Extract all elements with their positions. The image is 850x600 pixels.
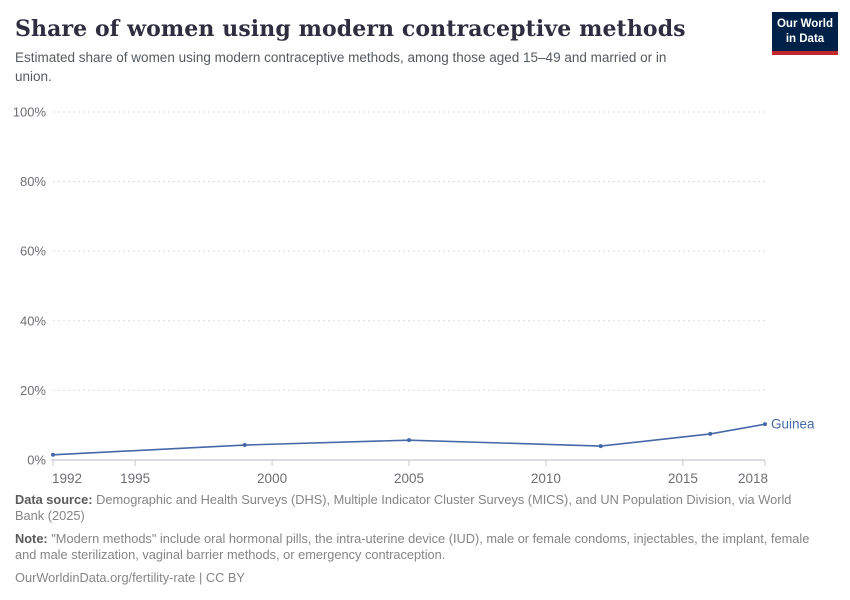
y-tick-label: 0% [27, 453, 46, 468]
x-tick-label: 2010 [531, 471, 561, 486]
chart-subtitle: Estimated share of women using modern co… [15, 50, 667, 85]
series-end-label[interactable]: Guinea [771, 417, 815, 432]
data-point[interactable] [407, 438, 411, 443]
data-point[interactable] [708, 431, 713, 436]
note-line: Note: "Modern methods" include oral horm… [15, 531, 817, 563]
line-chart: 0% 20% 40% 60% 80% 100% 1992 1995 2000 2005 2010 20… [13, 105, 815, 487]
x-tick-label: 2018 [738, 471, 768, 486]
chart-canvas: 0% 20% 40% 60% 80% 100% 1992 1995 2000 2005 2010 20… [0, 94, 850, 490]
y-tick-label: 40% [20, 313, 46, 328]
owid-logo-line1: Our World [776, 18, 833, 30]
owid-logo[interactable]: Our World in Data [772, 12, 838, 55]
chart-header: Share of women using modern contraceptiv… [0, 0, 850, 87]
x-tick-label: 1992 [52, 471, 82, 486]
x-tick-label: 1995 [120, 471, 150, 486]
series-line [52, 423, 766, 456]
data-source-text: Demographic and Health Surveys (DHS), Mu… [15, 492, 792, 524]
y-tick-label: 60% [20, 244, 46, 259]
data-point[interactable] [242, 443, 247, 448]
citation: OurWorldinData.org/fertility-rate | CC B… [15, 570, 245, 586]
data-point[interactable] [51, 452, 55, 457]
y-tick-label: 100% [13, 105, 47, 120]
note-label: Note: [15, 531, 48, 547]
data-point[interactable] [763, 422, 767, 427]
data-source-line: Data source: Demographic and Health Surv… [15, 492, 817, 524]
chart-title: Share of women using modern contraceptiv… [15, 16, 686, 42]
y-tick-label: 20% [20, 383, 46, 398]
x-tick-label: 2015 [668, 471, 698, 486]
data-point[interactable] [598, 444, 603, 449]
data-source-label: Data source: [15, 492, 93, 507]
note-text: "Modern methods" include oral hormonal p… [15, 531, 810, 563]
y-tick-label: 80% [20, 174, 46, 189]
chart-footer: Data source: Demographic and Health Surv… [15, 492, 817, 594]
owid-logo-line2: in Data [785, 32, 825, 45]
x-tick-label: 2000 [257, 471, 287, 486]
x-tick-label: 2005 [394, 471, 424, 486]
